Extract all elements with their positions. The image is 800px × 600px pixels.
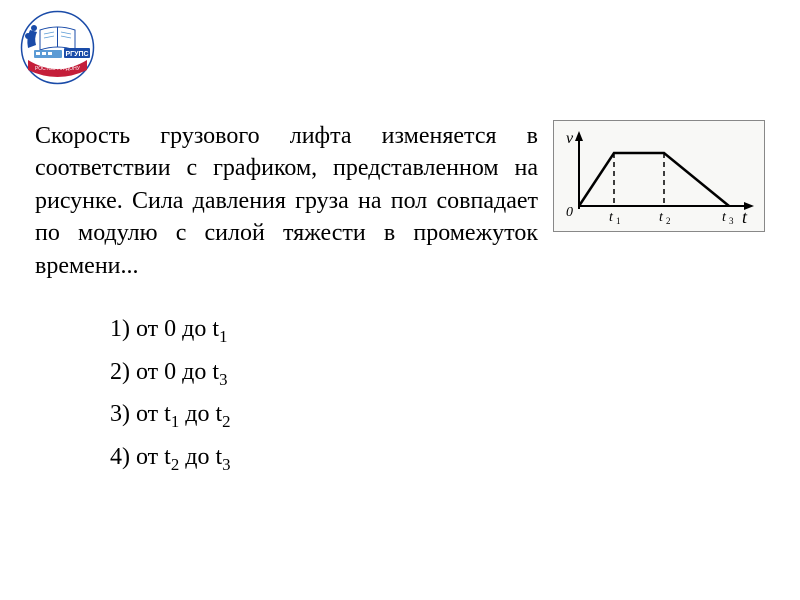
answer-option-3: 3) от t1 до t2	[110, 395, 765, 436]
answer-num: 3)	[110, 401, 130, 427]
answer-mid: до t	[179, 444, 222, 470]
question-row: Скорость грузового лифта изменяется в со…	[35, 120, 765, 282]
answer-sub1: 2	[171, 455, 179, 474]
answer-mid: до t	[179, 401, 222, 427]
svg-text:0: 0	[566, 205, 573, 220]
question-text: Скорость грузового лифта изменяется в со…	[35, 120, 538, 282]
institution-logo: РОСТОВ-НА-ДОНУ РГУПС	[20, 10, 95, 85]
answer-num: 2)	[110, 359, 130, 385]
answer-text: от t	[136, 401, 171, 427]
answer-num: 4)	[110, 444, 130, 470]
content-area: Скорость грузового лифта изменяется в со…	[35, 120, 765, 481]
answer-sub2: 3	[222, 455, 230, 474]
answer-option-2: 2) от 0 до t3	[110, 353, 765, 394]
answer-sub: 1	[219, 327, 227, 346]
svg-text:1: 1	[616, 216, 621, 226]
svg-text:2: 2	[666, 216, 671, 226]
answer-sub2: 2	[222, 412, 230, 431]
answer-sub: 3	[219, 369, 227, 388]
answer-list: 1) от 0 до t1 2) от 0 до t3 3) от t1 до …	[110, 310, 765, 479]
svg-text:v: v	[566, 130, 574, 147]
answer-text: от 0 до t	[136, 316, 219, 342]
answer-sub1: 1	[171, 412, 179, 431]
svg-text:РОСТОВ-НА-ДОНУ: РОСТОВ-НА-ДОНУ	[35, 66, 81, 72]
answer-text: от t	[136, 444, 171, 470]
answer-option-1: 1) от 0 до t1	[110, 310, 765, 351]
svg-text:РГУПС: РГУПС	[65, 51, 88, 58]
svg-text:3: 3	[729, 216, 734, 226]
velocity-time-graph: v t 0 t 1 t 2 t 3	[553, 120, 765, 232]
answer-text: от 0 до t	[136, 359, 219, 385]
answer-num: 1)	[110, 316, 130, 342]
answer-option-4: 4) от t2 до t3	[110, 438, 765, 479]
